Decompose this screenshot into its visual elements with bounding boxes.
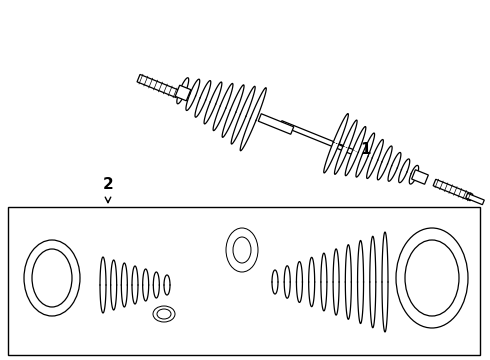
- Polygon shape: [137, 75, 179, 98]
- Text: 1: 1: [360, 142, 370, 157]
- Polygon shape: [466, 193, 484, 205]
- Ellipse shape: [24, 240, 80, 316]
- Polygon shape: [412, 170, 428, 184]
- Polygon shape: [280, 121, 356, 155]
- Polygon shape: [175, 85, 191, 101]
- Ellipse shape: [226, 228, 258, 272]
- Polygon shape: [258, 114, 294, 134]
- Polygon shape: [100, 257, 170, 313]
- Ellipse shape: [233, 237, 251, 263]
- Polygon shape: [177, 78, 266, 151]
- Ellipse shape: [396, 228, 468, 328]
- Ellipse shape: [153, 306, 175, 322]
- Bar: [8, 207, 480, 355]
- Ellipse shape: [32, 249, 72, 307]
- Ellipse shape: [405, 240, 459, 316]
- Text: 2: 2: [102, 177, 113, 192]
- Polygon shape: [324, 113, 418, 184]
- Ellipse shape: [157, 309, 171, 319]
- Polygon shape: [272, 232, 388, 332]
- Polygon shape: [433, 179, 473, 201]
